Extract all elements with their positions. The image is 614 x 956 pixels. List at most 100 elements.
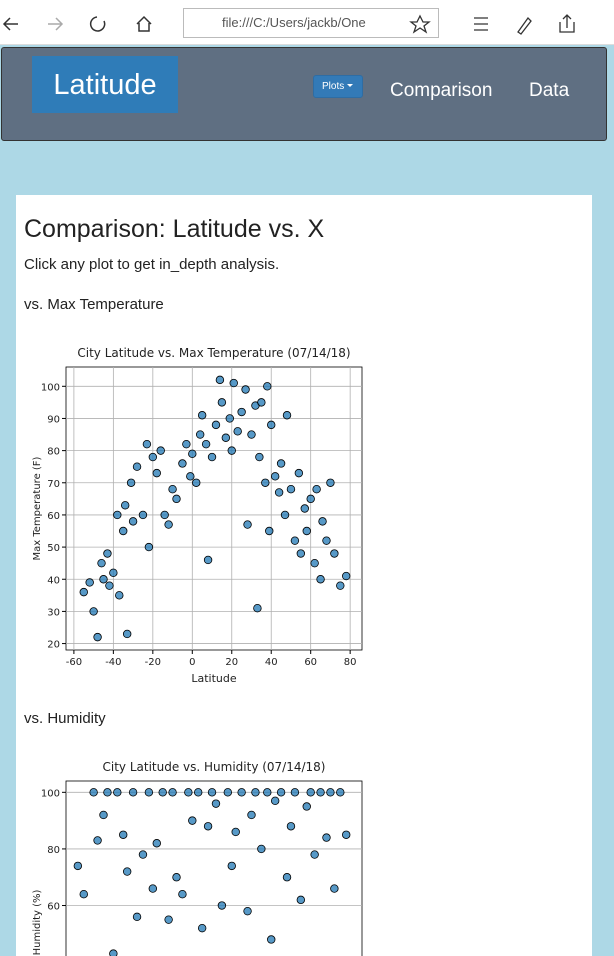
nav-link[interactable]: Comparison	[390, 80, 493, 101]
point	[326, 788, 335, 797]
caret	[347, 84, 354, 87]
y-tick-label: 100	[41, 788, 60, 799]
point	[138, 510, 148, 520]
x-tick-label: -60	[66, 657, 82, 668]
address-bar[interactable]: file:///C:/Users/jackb/One	[183, 8, 439, 38]
x-tick-label: -20	[145, 657, 161, 668]
y-tick-label: 30	[47, 607, 60, 618]
nav-link[interactable]: Data	[529, 80, 570, 101]
point	[178, 889, 187, 899]
point	[184, 788, 193, 797]
point	[336, 581, 345, 590]
point	[322, 833, 331, 842]
point	[160, 510, 169, 520]
point	[73, 861, 83, 871]
point	[326, 478, 335, 487]
brand[interactable]: Latitude	[32, 56, 178, 113]
refresh-icon[interactable]	[89, 16, 106, 32]
point	[290, 788, 300, 797]
chart-title: City Latitude vs. Max Temperature (07/14…	[77, 346, 350, 360]
point	[282, 873, 292, 882]
plots-dropdown[interactable]: Plots	[313, 75, 363, 98]
y-tick-label: 90	[47, 414, 60, 425]
point	[215, 375, 225, 385]
point	[267, 420, 276, 430]
point	[178, 459, 187, 468]
chart[interactable]: City Latitude vs. Max Temperature (07/14…	[24, 335, 374, 700]
point	[197, 411, 207, 420]
point	[164, 520, 173, 529]
point	[306, 788, 315, 797]
chart[interactable]: City Latitude vs. Humidity (07/14/18) 60 8…	[24, 750, 374, 956]
point	[267, 935, 276, 944]
point	[274, 488, 284, 497]
point	[211, 799, 221, 808]
point	[302, 526, 311, 536]
point	[243, 520, 252, 529]
point	[286, 822, 296, 831]
point	[342, 830, 351, 839]
point	[182, 439, 191, 449]
point	[93, 836, 102, 845]
point	[302, 802, 311, 811]
point	[105, 581, 114, 590]
favorite-icon[interactable]	[409, 14, 431, 34]
point	[79, 587, 88, 597]
share-icon[interactable]	[559, 14, 575, 33]
x-tick-label: 40	[265, 657, 278, 668]
point	[294, 468, 304, 478]
point	[99, 810, 108, 820]
point	[231, 827, 240, 837]
point	[300, 504, 309, 513]
point	[188, 449, 197, 459]
point	[79, 889, 88, 899]
point	[296, 895, 306, 905]
point	[126, 478, 136, 487]
point	[296, 549, 306, 558]
forward-icon[interactable]	[48, 17, 64, 31]
point	[316, 575, 325, 584]
point	[89, 788, 98, 797]
y-tick-label: 80	[47, 845, 60, 856]
point	[186, 472, 195, 481]
point	[168, 788, 177, 797]
point	[336, 788, 345, 797]
intro-text: Click any plot to get in_depth analysis.	[24, 256, 280, 273]
point	[138, 850, 148, 859]
point	[282, 411, 292, 420]
point	[99, 575, 108, 584]
point	[310, 850, 319, 859]
point	[270, 796, 280, 806]
x-tick-label: 80	[344, 657, 357, 668]
point	[120, 501, 130, 510]
point	[113, 788, 122, 797]
point	[164, 915, 173, 924]
point	[330, 549, 339, 558]
point	[257, 844, 266, 854]
point	[109, 568, 118, 578]
point	[207, 452, 217, 462]
point	[263, 382, 272, 391]
point	[89, 607, 98, 616]
home-icon[interactable]	[136, 15, 152, 32]
point	[290, 536, 300, 545]
point	[132, 912, 142, 922]
point	[197, 923, 207, 933]
hub-icon[interactable]	[474, 17, 488, 31]
toolbar-icons	[2, 14, 575, 35]
point	[310, 558, 319, 568]
point	[322, 536, 331, 545]
point	[247, 430, 256, 439]
point	[227, 446, 236, 455]
y-tick-label: 70	[47, 479, 60, 490]
y-tick-label: 60	[47, 902, 60, 913]
point	[85, 578, 94, 587]
x-tick-label: 20	[225, 657, 238, 668]
y-tick-label: 50	[47, 543, 60, 554]
point	[243, 906, 252, 916]
point	[227, 861, 236, 871]
notes-icon[interactable]	[517, 16, 532, 35]
back-icon[interactable]	[2, 17, 18, 31]
point	[280, 510, 290, 520]
point	[201, 439, 211, 449]
